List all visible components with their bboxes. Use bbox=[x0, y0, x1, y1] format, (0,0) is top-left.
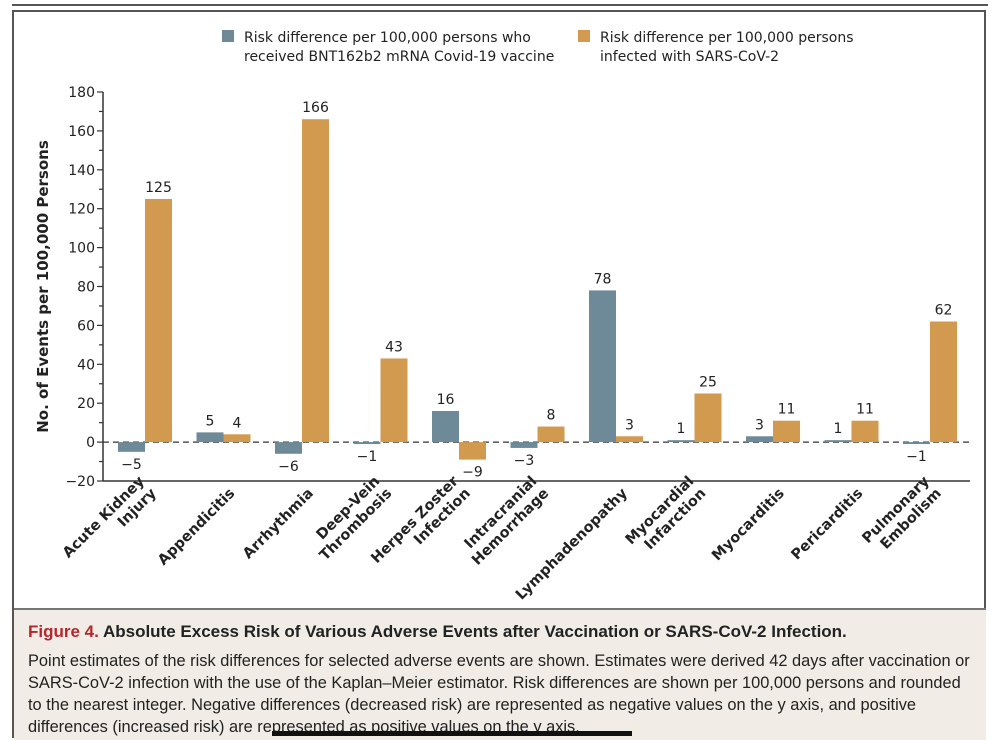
bar-vaccine bbox=[432, 410, 459, 443]
bar-infection bbox=[145, 198, 172, 443]
category-label: Myocarditis bbox=[709, 486, 788, 565]
bar-vaccine bbox=[353, 442, 381, 445]
bar-vaccine bbox=[746, 436, 773, 443]
data-label: −1 bbox=[906, 449, 927, 465]
bar-infection bbox=[223, 434, 251, 443]
category-label-line: Pericarditis bbox=[789, 486, 867, 564]
legend-label: infected with SARS-CoV-2 bbox=[600, 49, 779, 65]
bar-infection bbox=[380, 358, 408, 443]
category-label: Arrhythmia bbox=[240, 486, 317, 563]
data-label: 78 bbox=[594, 271, 612, 287]
bar-infection bbox=[616, 436, 643, 443]
bar-infection bbox=[773, 420, 800, 443]
data-label: 62 bbox=[935, 303, 953, 319]
category-label-line: Arrhythmia bbox=[240, 486, 317, 563]
data-label: 4 bbox=[233, 415, 242, 431]
data-label: 11 bbox=[856, 402, 874, 418]
data-label: 43 bbox=[385, 339, 403, 355]
data-label: 25 bbox=[699, 374, 717, 390]
y-tick-label: 140 bbox=[68, 163, 95, 179]
figure-label: Figure 4. bbox=[28, 622, 99, 641]
data-label: 125 bbox=[145, 180, 172, 196]
category-label: IntracranialHemorrhage bbox=[457, 473, 552, 568]
legend-label: received BNT162b2 mRNA Covid-19 vaccine bbox=[244, 49, 554, 65]
category-label-line: Myocarditis bbox=[709, 486, 788, 565]
top-rule bbox=[12, 4, 988, 6]
y-tick-label: 20 bbox=[77, 396, 95, 412]
caption-title: Absolute Excess Risk of Various Adverse … bbox=[102, 622, 847, 641]
bar-infection bbox=[930, 321, 957, 443]
y-tick-label: 40 bbox=[77, 357, 95, 373]
data-label: 11 bbox=[778, 402, 796, 418]
data-label: 16 bbox=[437, 392, 455, 408]
legend-swatch bbox=[222, 30, 234, 42]
bar-infection bbox=[537, 426, 565, 443]
figure-frame bbox=[12, 10, 986, 738]
legend-swatch bbox=[578, 30, 590, 42]
category-label: PulmonaryEmbolism bbox=[859, 473, 945, 559]
y-tick-label: 180 bbox=[68, 85, 95, 101]
data-label: −5 bbox=[121, 457, 142, 473]
caption-body: Point estimates of the risk differences … bbox=[28, 652, 970, 736]
y-tick-label: −20 bbox=[65, 474, 95, 490]
bar-infection bbox=[302, 119, 329, 443]
bar-infection bbox=[694, 393, 722, 443]
data-label: −9 bbox=[462, 465, 483, 481]
data-label: 166 bbox=[302, 100, 329, 116]
category-label: Appendicitis bbox=[155, 486, 238, 569]
y-tick-label: 100 bbox=[68, 241, 95, 257]
category-label-line: Appendicitis bbox=[155, 486, 238, 569]
bar-chart: Risk difference per 100,000 persons who r… bbox=[34, 30, 970, 603]
figure-caption: Figure 4. Absolute Excess Risk of Variou… bbox=[14, 608, 986, 740]
category-label: MyocardialInfarction bbox=[623, 473, 710, 560]
caption-title-line: Figure 4. Absolute Excess Risk of Variou… bbox=[28, 622, 972, 642]
bar-infection bbox=[851, 420, 879, 443]
category-label: Pericarditis bbox=[789, 486, 867, 564]
y-tick-label: 80 bbox=[77, 280, 95, 296]
y-tick-label: 120 bbox=[68, 202, 95, 218]
data-label: −1 bbox=[357, 449, 378, 465]
y-axis-label: No. of Events per 100,000 Persons bbox=[34, 140, 52, 433]
bar-infection bbox=[459, 442, 486, 460]
bar-vaccine bbox=[510, 442, 538, 448]
data-label: 3 bbox=[625, 417, 634, 433]
data-label: 1 bbox=[677, 421, 686, 437]
data-label: −3 bbox=[514, 453, 535, 469]
redaction-mark bbox=[272, 731, 632, 736]
bar-vaccine bbox=[589, 290, 616, 443]
legend-label: Risk difference per 100,000 persons who bbox=[244, 30, 531, 46]
bar-vaccine bbox=[824, 440, 852, 443]
legend-label: Risk difference per 100,000 persons bbox=[600, 30, 854, 46]
y-tick-label: 60 bbox=[77, 318, 95, 334]
data-label: 1 bbox=[834, 421, 843, 437]
bar-vaccine bbox=[275, 442, 302, 454]
data-label: 5 bbox=[206, 413, 215, 429]
bar-vaccine bbox=[903, 442, 930, 445]
data-label: 3 bbox=[755, 417, 764, 433]
y-tick-label: 0 bbox=[86, 435, 95, 451]
y-tick-label: 160 bbox=[68, 124, 95, 140]
bar-vaccine bbox=[667, 440, 695, 443]
bar-vaccine bbox=[118, 442, 145, 452]
data-label: −6 bbox=[278, 459, 299, 475]
data-label: 8 bbox=[547, 408, 556, 424]
bar-vaccine bbox=[196, 432, 224, 443]
